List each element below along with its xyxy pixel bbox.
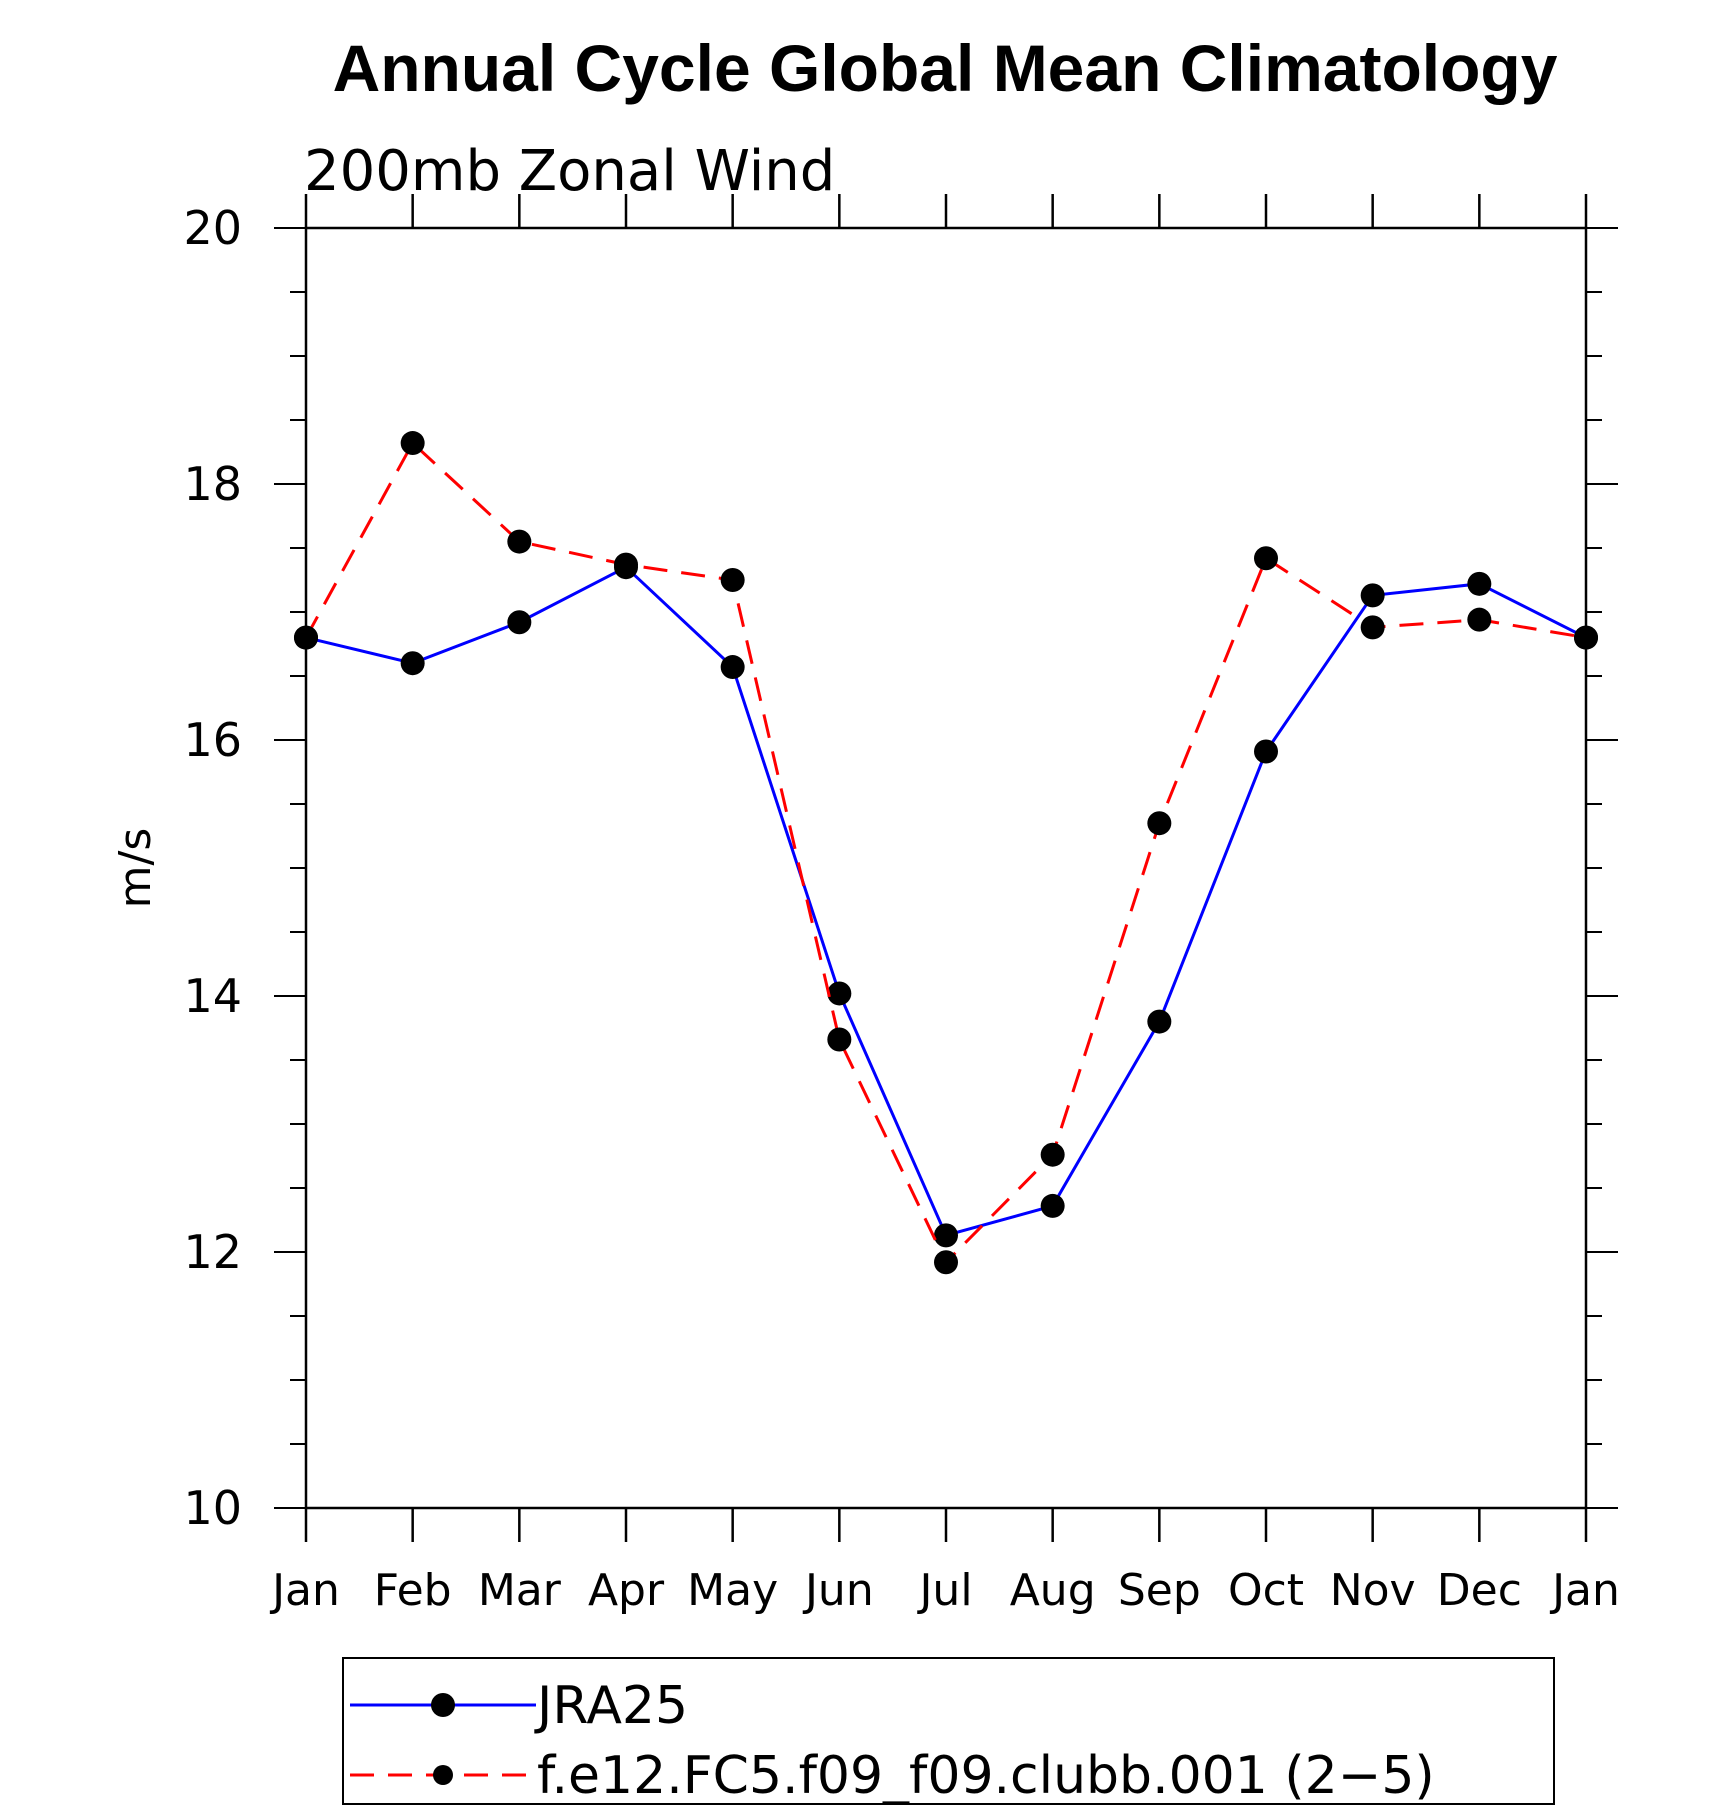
data-point <box>720 568 745 592</box>
x-tick-label: May <box>687 1565 778 1616</box>
data-point <box>1467 607 1492 632</box>
legend-marker <box>433 1765 453 1785</box>
data-point <box>1040 1142 1065 1167</box>
legend-layer: JRA25 f.e12.FC5.f09_f09.clubb.001 (2−5) <box>342 1657 1555 1806</box>
y-axis-label: m/s <box>110 828 161 909</box>
series-line-0 <box>305 565 1587 1238</box>
data-point <box>1147 811 1172 836</box>
x-tick-label: Nov <box>1330 1565 1416 1616</box>
x-tick-label: Apr <box>588 1565 665 1616</box>
data-point <box>614 552 638 577</box>
x-tick-label: Jan <box>269 1565 340 1616</box>
legend-label: f.e12.FC5.f09_f09.clubb.001 (2−5) <box>537 1746 1435 1806</box>
x-tick-label: Oct <box>1228 1565 1304 1616</box>
legend-marker <box>431 1693 455 1717</box>
data-point <box>1147 1009 1172 1034</box>
y-tick-label: 10 <box>183 1481 242 1535</box>
x-tick-label: Jul <box>916 1565 972 1616</box>
data-point <box>934 1223 958 1248</box>
data-point <box>1254 739 1278 764</box>
legend-box <box>342 1657 1555 1805</box>
legend-label: JRA25 <box>534 1676 688 1736</box>
data-point <box>720 655 745 680</box>
y-tick-label: 12 <box>183 1225 242 1279</box>
data-point <box>934 1250 958 1275</box>
data-point <box>1040 1193 1065 1218</box>
data-point <box>827 981 852 1006</box>
plot-frame <box>304 226 1588 1510</box>
x-tick-label: Dec <box>1437 1565 1522 1616</box>
x-tick-label: Aug <box>1010 1565 1096 1616</box>
y-tick-label: 16 <box>183 713 242 767</box>
data-point <box>827 1027 852 1052</box>
x-tick-label: Jun <box>802 1565 874 1616</box>
y-tick-label: 18 <box>183 457 242 511</box>
data-point <box>1467 571 1492 596</box>
chart-subtitle: 200mb Zonal Wind <box>304 139 835 204</box>
x-tick-label: Mar <box>478 1565 562 1616</box>
data-point <box>507 610 532 635</box>
data-point <box>1360 583 1385 608</box>
series-layer <box>294 431 1598 1275</box>
data-point <box>400 651 425 676</box>
data-point <box>1360 615 1385 640</box>
data-point <box>1574 625 1598 650</box>
y-tick-label: 14 <box>183 969 242 1023</box>
series-line-1 <box>304 440 1587 1265</box>
data-point <box>1254 546 1278 571</box>
axes-layer: 200mb Zonal Wind 10 12 14 16 18 20 m/s Jan Feb Mar… <box>110 139 1620 1616</box>
data-point <box>507 529 532 554</box>
data-point <box>400 431 425 456</box>
x-tick-label: Sep <box>1118 1565 1201 1616</box>
data-point <box>294 625 318 650</box>
x-tick-label: Feb <box>374 1565 452 1616</box>
x-tick-label: Jan <box>1549 1565 1620 1616</box>
y-tick-label: 20 <box>183 201 242 255</box>
chart-title: Annual Cycle Global Mean Climatology <box>332 31 1558 105</box>
